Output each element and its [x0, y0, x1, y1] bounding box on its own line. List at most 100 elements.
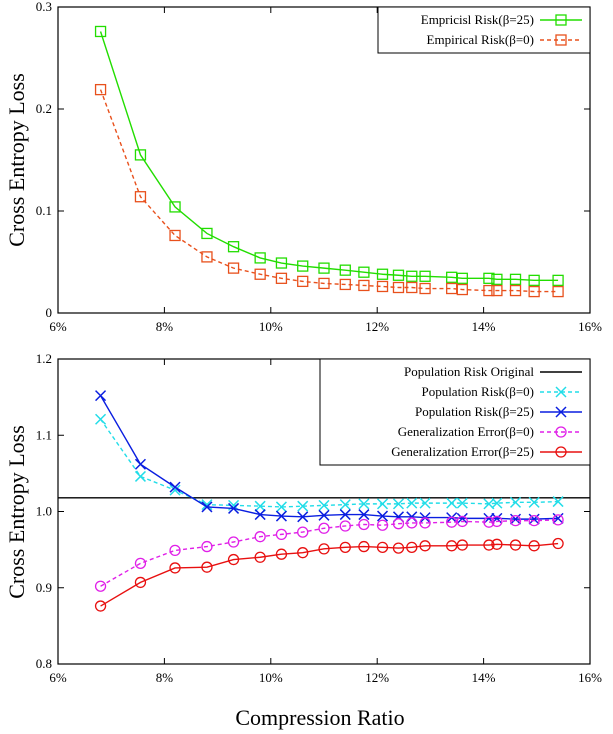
square-marker	[339, 264, 351, 276]
circle-marker	[552, 537, 564, 550]
square-marker	[376, 268, 389, 280]
legend: Population Risk Original Population Risk(…	[319, 358, 591, 466]
square-marker	[254, 252, 266, 264]
x-marker	[201, 501, 213, 513]
x-marker	[491, 497, 503, 509]
square-marker	[528, 285, 540, 298]
x-marker	[419, 497, 431, 509]
y-tick-label: 1.2	[36, 351, 52, 366]
x-marker	[555, 406, 567, 418]
legend-label: Empirical Risk(β=0)	[427, 32, 534, 47]
y-tick-label: 0.1	[36, 203, 52, 218]
square-marker	[134, 149, 147, 161]
x-marker	[169, 481, 181, 493]
x-marker	[392, 498, 405, 510]
circle-marker	[339, 541, 351, 553]
legend-label: Population Risk(β=0)	[421, 384, 534, 399]
legend-box	[377, 6, 591, 54]
circle-marker	[456, 515, 468, 528]
circle-marker	[456, 539, 468, 551]
x-marker	[228, 502, 240, 514]
square-marker	[552, 274, 564, 287]
x-marker	[339, 499, 351, 511]
circle-marker	[318, 543, 330, 555]
circle-marker	[227, 553, 240, 566]
square-marker	[456, 283, 468, 296]
circle-marker	[419, 540, 431, 552]
x-marker	[275, 510, 287, 522]
circle-marker	[446, 516, 458, 528]
square-marker	[406, 270, 418, 282]
x-marker	[318, 499, 330, 511]
square-marker	[552, 285, 564, 298]
x-marker	[555, 386, 567, 398]
circle-marker	[94, 580, 107, 592]
top-chart-panel: 6% 8% 10% 12% 14% 16% 0 0.1 0.2 0.3 Cross Entropy …	[4, 0, 602, 334]
x-tick-label: 16%	[578, 319, 602, 334]
circle-marker	[169, 562, 181, 574]
circle-marker	[318, 522, 330, 534]
x-tick-label: 16%	[578, 670, 602, 685]
plot-frame	[57, 6, 591, 314]
square-marker	[318, 262, 330, 274]
circle-marker	[509, 539, 522, 551]
y-tick-label: 0.2	[36, 101, 52, 116]
series-line	[99, 31, 559, 282]
bottom-chart-panel: 6% 8% 10% 12% 14% 16% 0.8 0.9 1.0 1.1 1.2 Cross Ent…	[4, 351, 602, 685]
x-marker	[134, 470, 146, 482]
x-marker	[169, 484, 181, 496]
x-marker	[318, 509, 330, 521]
square-marker	[509, 284, 522, 297]
legend-label: Empricisl Risk(β=25)	[421, 12, 534, 27]
square-marker	[483, 272, 495, 284]
square-marker	[169, 229, 181, 242]
square-marker	[392, 281, 405, 294]
y-axis-label: Cross Entropy Loss	[4, 73, 29, 247]
y-tick-label: 1.1	[36, 427, 52, 442]
circle-marker	[552, 514, 564, 526]
circle-marker	[406, 541, 418, 553]
circle-marker	[339, 520, 351, 532]
square-marker	[297, 275, 309, 288]
square-marker	[201, 251, 213, 263]
circle-marker	[406, 517, 418, 529]
circle-marker	[392, 518, 405, 530]
square-marker	[297, 260, 309, 272]
circle-marker	[446, 540, 458, 552]
x-tick-label: 10%	[259, 319, 283, 334]
x-marker	[552, 512, 564, 524]
circle-marker	[419, 517, 431, 529]
x-marker	[406, 497, 418, 509]
x-tick-label: 14%	[472, 670, 496, 685]
x-marker	[406, 511, 418, 523]
circle-marker	[528, 540, 540, 552]
legend-label: Generalization Error(β=0)	[398, 424, 534, 439]
x-marker	[201, 499, 213, 511]
square-marker	[483, 284, 495, 297]
x-marker	[509, 496, 522, 508]
series-0	[95, 413, 564, 513]
circle-marker	[358, 540, 370, 553]
square-marker	[358, 266, 370, 278]
circle-marker	[297, 547, 309, 559]
square-marker	[275, 257, 288, 269]
x-marker	[275, 501, 287, 513]
circle-marker	[483, 539, 495, 551]
circle-marker	[483, 516, 495, 528]
legend-label: Generalization Error(β=25)	[391, 444, 534, 459]
x-marker	[339, 509, 351, 521]
y-axis-label: Cross Entropy Loss	[4, 425, 29, 599]
square-marker	[254, 268, 266, 280]
square-marker	[555, 34, 567, 46]
square-marker	[376, 280, 389, 293]
square-marker	[555, 14, 567, 26]
x-marker	[528, 513, 540, 525]
square-marker	[491, 284, 503, 297]
x-tick-label: 12%	[365, 670, 389, 685]
circle-marker	[254, 551, 266, 563]
square-marker	[227, 241, 240, 253]
series-2	[94, 514, 564, 592]
x-marker	[254, 509, 266, 521]
x-marker	[358, 498, 370, 510]
